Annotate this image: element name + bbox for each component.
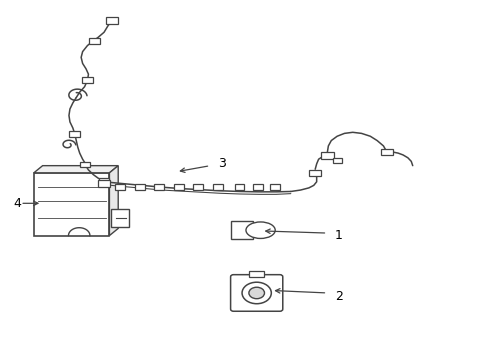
Bar: [309, 170, 321, 176]
Bar: [248, 271, 264, 277]
Bar: [231, 221, 252, 239]
Bar: [69, 131, 80, 137]
Text: 1: 1: [334, 229, 342, 242]
Ellipse shape: [245, 222, 275, 238]
Bar: [89, 38, 100, 44]
Bar: [380, 149, 392, 155]
Bar: [80, 162, 90, 167]
Bar: [34, 173, 109, 235]
Bar: [111, 210, 129, 226]
Bar: [106, 17, 118, 24]
Bar: [135, 184, 144, 189]
Bar: [99, 178, 109, 184]
Circle shape: [242, 282, 271, 304]
Bar: [212, 184, 222, 189]
Circle shape: [248, 287, 264, 299]
Bar: [115, 184, 125, 189]
FancyBboxPatch shape: [230, 275, 282, 311]
Polygon shape: [34, 166, 118, 173]
Bar: [234, 184, 244, 189]
Bar: [82, 77, 93, 83]
Bar: [154, 184, 163, 189]
Bar: [253, 184, 263, 189]
Text: 2: 2: [334, 290, 342, 303]
Bar: [269, 184, 279, 189]
Bar: [193, 184, 203, 189]
Text: 3: 3: [217, 157, 225, 170]
Polygon shape: [109, 166, 118, 235]
Bar: [320, 152, 333, 159]
Bar: [332, 158, 341, 163]
Bar: [98, 180, 110, 187]
Bar: [173, 184, 183, 189]
Text: 4: 4: [13, 197, 20, 210]
